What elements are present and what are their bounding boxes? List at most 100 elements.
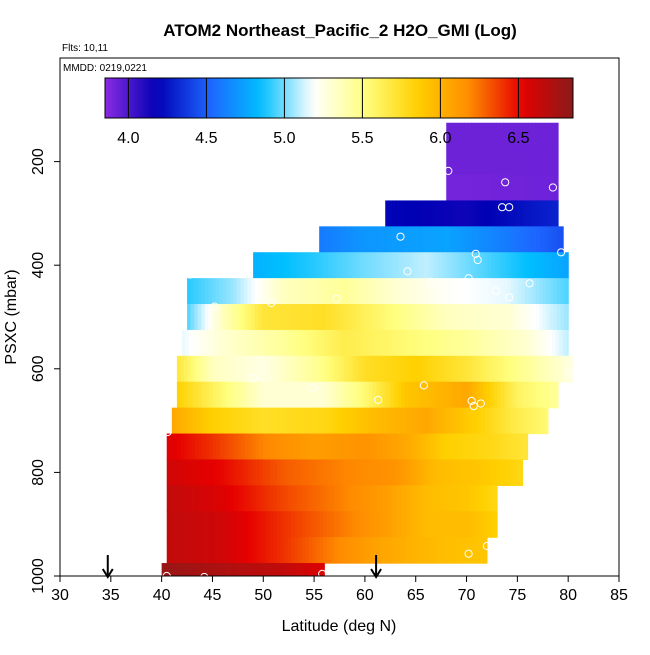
heatmap-cell (336, 304, 341, 331)
heatmap-cell (527, 200, 532, 227)
heatmap-cell (332, 304, 338, 331)
heatmap-cell (247, 304, 252, 331)
heatmap-cell (452, 407, 457, 435)
heatmap-cell (465, 226, 470, 253)
x-tick-label: 50 (254, 587, 272, 604)
x-tick-label: 55 (305, 587, 323, 604)
heatmap-cell (186, 563, 191, 576)
heatmap-cell (279, 278, 284, 305)
heatmap-cell (354, 304, 359, 331)
heatmap-cell (516, 200, 522, 227)
x-tick-label: 80 (559, 587, 577, 604)
heatmap-cell (405, 537, 410, 564)
heatmap-cell (567, 278, 569, 305)
heatmap-cell (358, 355, 363, 383)
heatmap-cell (415, 485, 420, 512)
heatmap-cell (368, 278, 373, 305)
heatmap-cell (445, 329, 450, 357)
heatmap-cell (326, 459, 331, 486)
heatmap-cell (459, 407, 465, 435)
heatmap-cell (472, 511, 477, 538)
heatmap-cell (415, 355, 420, 383)
observation-point (469, 402, 478, 411)
heatmap-cell (201, 355, 206, 383)
heatmap-cell (180, 511, 186, 538)
heatmap-cell (462, 329, 468, 357)
heatmap-cell (197, 304, 202, 331)
heatmap-cell (361, 278, 366, 305)
heatmap-cell (375, 304, 380, 331)
heatmap-cell (520, 407, 525, 435)
heatmap-cell (346, 407, 351, 435)
heatmap-cell (191, 511, 196, 538)
heatmap-cell (486, 511, 492, 538)
heatmap-cell (208, 381, 214, 409)
heatmap-cell (539, 304, 544, 331)
heatmap-cell (440, 381, 445, 409)
heatmap-cell (550, 381, 555, 409)
heatmap-cell (449, 174, 454, 202)
heatmap-cell (295, 329, 300, 357)
heatmap-cell (209, 433, 214, 461)
heatmap-cell (382, 278, 387, 305)
heatmap-band (161, 563, 325, 576)
heatmap-cell (542, 278, 547, 305)
heatmap-cell (266, 459, 271, 486)
heatmap-cell (363, 252, 368, 279)
heatmap-cell (237, 381, 242, 409)
heatmap-cell (415, 381, 420, 409)
heatmap-cell (448, 252, 453, 279)
heatmap-cell (500, 226, 505, 253)
heatmap-cell (309, 511, 314, 538)
heatmap-cell (341, 485, 346, 512)
heatmap-cell (209, 459, 214, 486)
heatmap-cell (316, 485, 321, 512)
heatmap-cell (244, 485, 250, 512)
heatmap-cell (319, 381, 324, 409)
heatmap-cell (354, 381, 359, 409)
heatmap-cell (471, 174, 476, 202)
x-tick-label: 75 (508, 587, 526, 604)
heatmap-cell (420, 200, 425, 227)
heatmap-cell (490, 511, 495, 538)
heatmap-cell (293, 304, 298, 331)
heatmap-cell (178, 407, 184, 435)
heatmap-cell (545, 174, 550, 202)
heatmap-cell (393, 304, 398, 331)
heatmap-cell (355, 537, 360, 564)
heatmap-cell (412, 433, 417, 461)
heatmap-cell (254, 563, 259, 576)
heatmap-cell (251, 304, 256, 331)
heatmap-cell (303, 563, 309, 576)
heatmap-cell (524, 148, 529, 176)
heatmap-cell (373, 537, 378, 564)
heatmap-cell (471, 278, 476, 305)
heatmap-cell (323, 537, 328, 564)
heatmap-cell (337, 537, 342, 564)
heatmap-cell (182, 407, 187, 435)
heatmap-cell (465, 381, 470, 409)
heatmap-cell (507, 278, 512, 305)
heatmap-cell (383, 485, 388, 512)
heatmap-cell (422, 226, 427, 253)
heatmap-cell (396, 304, 402, 331)
heatmap-cell (330, 511, 335, 538)
heatmap-cell (286, 278, 291, 305)
heatmap-cell (394, 485, 399, 512)
observation-point (426, 277, 436, 286)
heatmap-cell (498, 252, 503, 279)
heatmap-cell (556, 174, 559, 202)
heatmap-cell (479, 459, 484, 486)
heatmap-cell (478, 148, 483, 176)
heatmap-cell (539, 355, 544, 383)
heatmap-cell (447, 381, 452, 409)
heatmap-cell (173, 485, 178, 512)
heatmap-cell (212, 485, 218, 512)
heatmap-cell (206, 329, 212, 357)
plot-frame (59, 57, 620, 577)
heatmap-cell (368, 226, 374, 253)
heatmap-cell (351, 459, 356, 486)
heatmap-cell (393, 381, 399, 409)
heatmap-cell (405, 459, 410, 486)
heatmap-cell (252, 537, 257, 564)
